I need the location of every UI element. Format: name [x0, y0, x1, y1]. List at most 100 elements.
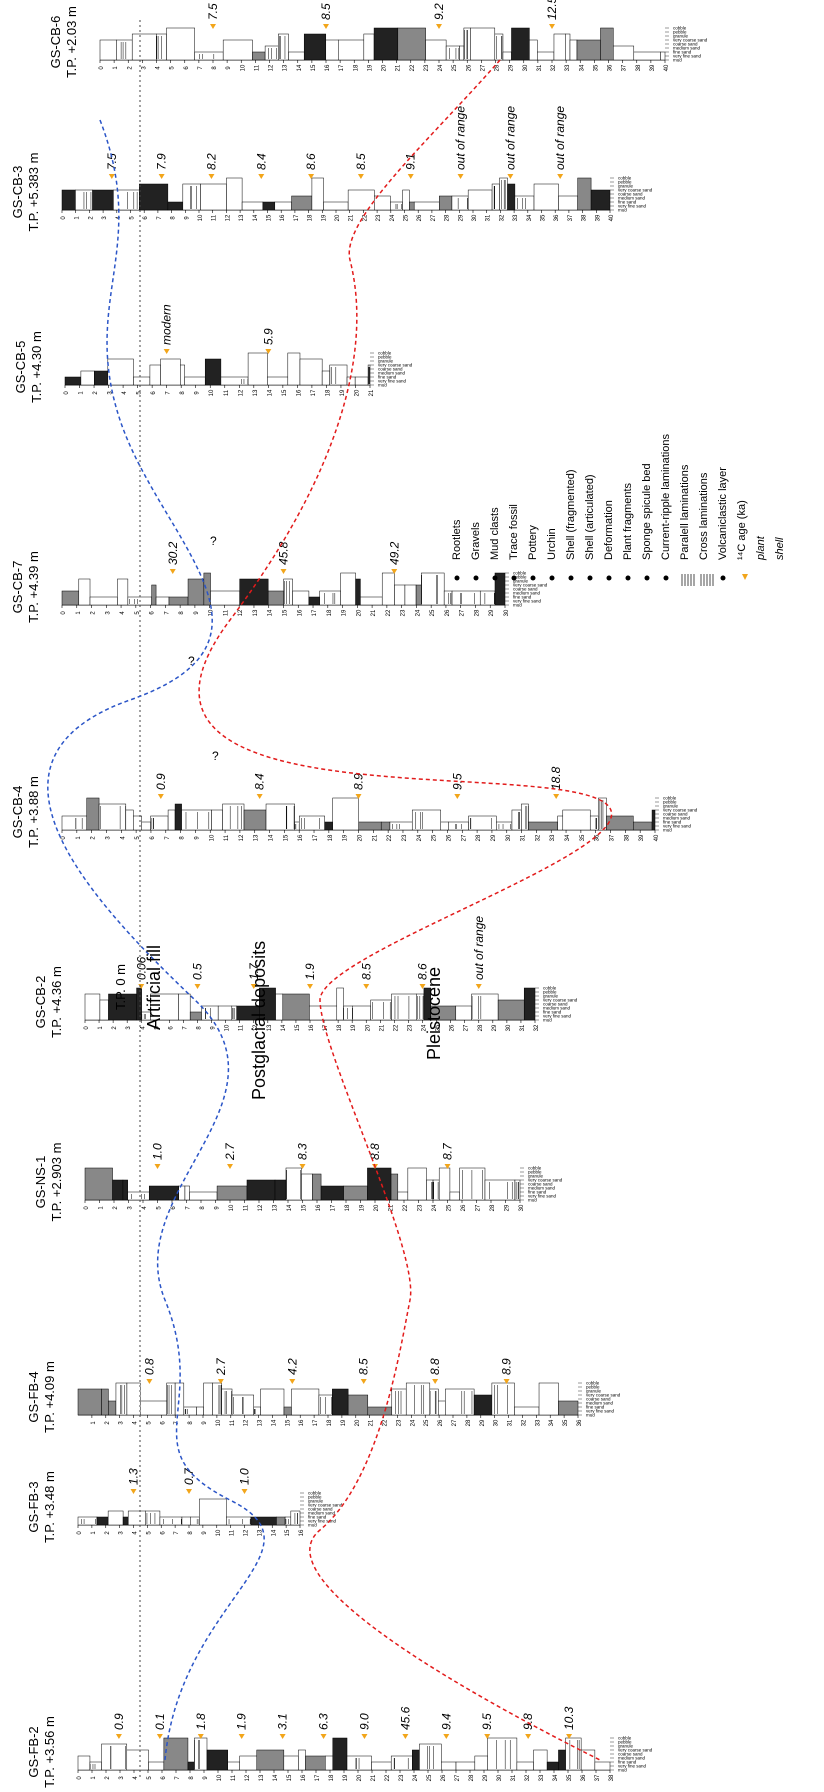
- lithology-bed: [565, 33, 571, 61]
- grain-size-label: very coarse sand: [618, 1748, 653, 1753]
- depth-tick-label: 31: [511, 1774, 517, 1781]
- depth-tick-label: 16: [280, 214, 286, 221]
- depth-tick-label: 21: [396, 64, 402, 71]
- depth-tick-label: 4: [120, 836, 126, 840]
- depth-tick-label: 5: [135, 611, 141, 615]
- depth-tick-label: 0: [64, 391, 70, 395]
- depth-tick-label: 1: [91, 1421, 97, 1425]
- depth-tick-label: 14: [273, 1774, 279, 1781]
- lithology-bed: [390, 201, 403, 211]
- depth-tick-label: 22: [393, 1024, 399, 1031]
- lithology-bed: [507, 183, 516, 211]
- age-marker: [146, 1379, 153, 1384]
- lithology-bed: [415, 584, 422, 606]
- grain-size-label: very coarse sand: [528, 1178, 563, 1183]
- core-name: GS-CB-2: [33, 976, 48, 1029]
- lithology-bed: [600, 27, 614, 61]
- legend: Rootlets Gravels Mud clasts Trace fossil Pot…: [451, 434, 786, 586]
- depth-tick-label: 28: [474, 609, 480, 616]
- age-label: 1.0: [238, 1468, 252, 1485]
- depth-tick-label: 19: [343, 1774, 349, 1781]
- lithology-bed: [487, 1737, 518, 1771]
- depth-tick-label: 11: [212, 214, 218, 221]
- lithology-bed: [267, 590, 284, 606]
- depth-tick-label: 4: [140, 1026, 146, 1030]
- depth-tick-label: 10: [209, 389, 215, 396]
- grain-size-label: mud: [663, 828, 672, 833]
- lithology-bed: [343, 1005, 353, 1021]
- depth-tick-label: 38: [636, 64, 642, 71]
- lithology-bed: [598, 797, 607, 831]
- lithology-bed: [231, 1394, 254, 1416]
- age-label: 8.3: [296, 1143, 310, 1160]
- sponge-symbol: [644, 575, 650, 581]
- lithology-bed: [514, 1406, 540, 1416]
- depth-tick-label: 27: [455, 1774, 461, 1781]
- depth-tick-label: 11: [223, 609, 229, 616]
- depth-tick-label: 3: [126, 1026, 132, 1030]
- lithology-bed: [309, 1005, 338, 1021]
- lithology-bed: [217, 1005, 233, 1021]
- depth-tick-label: 9: [194, 611, 200, 615]
- depth-tick-label: 4: [133, 1531, 139, 1535]
- lithology-bed: [101, 1743, 128, 1771]
- grain-size-label: granule: [378, 359, 394, 364]
- lithology-bed: [160, 358, 181, 386]
- lithology-bed: [287, 352, 301, 386]
- depth-tick-label: 8: [180, 836, 186, 840]
- lithology-bed: [347, 189, 375, 211]
- lithology-bed: [189, 1011, 202, 1021]
- grain-size-label: medium sand: [586, 1401, 614, 1406]
- age-label: 8.5: [359, 963, 373, 980]
- depth-tick-label: 28: [495, 64, 501, 71]
- depth-tick-label: 13: [254, 834, 260, 841]
- age-label: 18.8: [549, 766, 563, 790]
- age-marker: [436, 24, 442, 29]
- age-marker: [419, 984, 426, 989]
- grain-size-label: very fine sand: [663, 824, 692, 829]
- grain-size-label: pebble: [618, 180, 632, 185]
- lithology-bed: [89, 596, 118, 606]
- plant-symbol: [625, 575, 631, 581]
- depth-tick-label: 14: [271, 1529, 277, 1536]
- depth-tick-label: 34: [553, 1774, 559, 1781]
- lithology-bed: [200, 183, 227, 211]
- age-label: 9.1: [404, 153, 418, 170]
- trace-symbol: [511, 575, 517, 581]
- depth-tick-label: 17: [313, 834, 319, 841]
- depth-tick-label: 14: [269, 834, 275, 841]
- age-marker: [443, 1734, 450, 1739]
- lithology-bed: [479, 590, 496, 606]
- lithology-bed: [380, 821, 391, 831]
- depth-tick-label: 0: [77, 1776, 83, 1780]
- depth-tick-label: 0: [61, 611, 67, 615]
- grain-size-label: medium sand: [308, 1511, 336, 1516]
- deform-symbol: [606, 575, 612, 581]
- age-label: 8.5: [357, 1358, 371, 1375]
- lithology-bed: [557, 815, 564, 831]
- grain-size-label: granule: [663, 804, 679, 809]
- lithology-bed: [250, 1516, 277, 1526]
- lithology-bed: [145, 1510, 161, 1526]
- lithology-bed: [404, 584, 417, 606]
- age-label: 8.5: [354, 153, 368, 170]
- age-marker: [299, 1164, 306, 1169]
- lithology-bed: [423, 987, 431, 1021]
- depth-tick-label: 19: [367, 64, 373, 71]
- grain-size-label: medium sand: [673, 46, 701, 51]
- depth-tick-label: 26: [417, 214, 423, 221]
- core-name: GS-CB-3: [10, 166, 25, 219]
- lithology-bed: [98, 803, 127, 831]
- lithology-bed: [323, 201, 349, 211]
- lithology-bed: [117, 578, 129, 606]
- depth-tick-label: 30: [497, 1774, 503, 1781]
- depth-tick-label: 4: [120, 611, 126, 615]
- depth-tick-label: 12: [238, 609, 244, 616]
- age-marker: [475, 984, 482, 989]
- depth-tick-label: 8: [197, 1026, 203, 1030]
- depth-tick-label: 11: [244, 1204, 250, 1211]
- depth-tick-label: 37: [595, 1774, 601, 1781]
- depth-tick-label: 24: [422, 1024, 428, 1031]
- lithology-bed: [163, 1737, 189, 1771]
- grain-size-label: mud: [673, 58, 682, 63]
